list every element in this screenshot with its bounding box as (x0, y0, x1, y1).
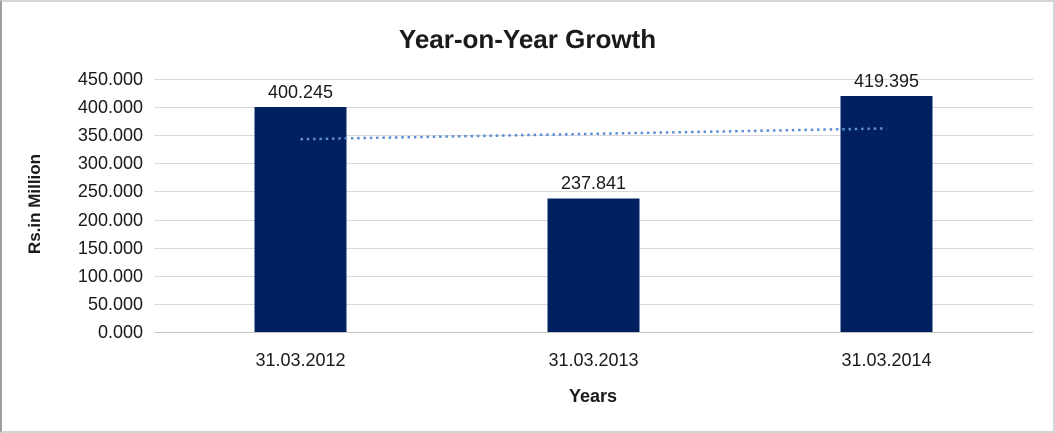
bar-value-label: 237.841 (560, 173, 627, 194)
x-tick-label: 31.03.2014 (841, 350, 932, 370)
bar-value-label: 419.395 (853, 71, 920, 92)
y-tick-label: 400.000 (77, 97, 143, 118)
y-tick-label: 100.000 (77, 265, 143, 286)
x-tick-label: 31.03.2012 (255, 350, 346, 370)
bar-31-03-2014 (840, 96, 933, 332)
bar-31-03-2013 (547, 198, 640, 332)
y-tick-label: 250.000 (77, 181, 143, 202)
y-tick-label: 450.000 (77, 69, 143, 89)
y-tick-label: 150.000 (77, 237, 143, 258)
bar-value-label: 400.245 (267, 81, 334, 102)
x-tick-label: 31.03.2013 (548, 350, 639, 370)
trendline (300, 127, 887, 141)
bar-31-03-2012 (254, 106, 347, 333)
y-tick-label: 350.000 (77, 125, 143, 146)
y-tick-label: 200.000 (77, 209, 143, 230)
x-axis-title: Years (568, 386, 618, 406)
y-tick-label: 300.000 (77, 153, 143, 174)
chart-title: Year-on-Year Growth (398, 24, 657, 54)
y-tick-label: 50.000 (87, 293, 143, 314)
y-tick-label: 0.000 (97, 322, 143, 342)
